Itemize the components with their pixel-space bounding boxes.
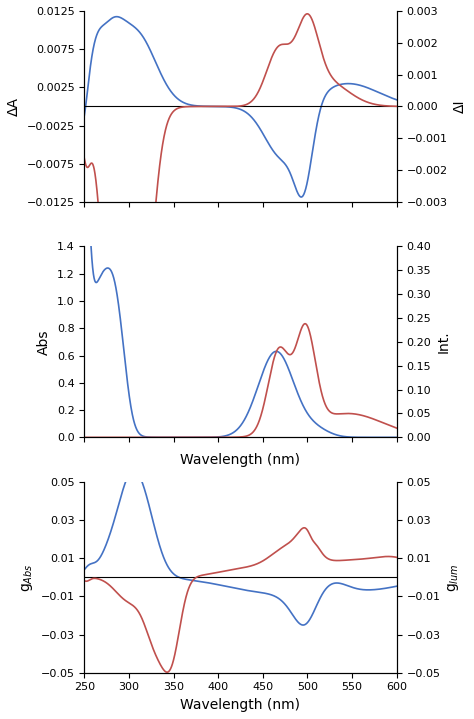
Y-axis label: Abs: Abs xyxy=(37,329,51,354)
Y-axis label: g$_{lum}$: g$_{lum}$ xyxy=(446,563,461,592)
Y-axis label: ΔI: ΔI xyxy=(453,100,467,113)
X-axis label: Wavelength (nm): Wavelength (nm) xyxy=(181,698,301,712)
Y-axis label: Int.: Int. xyxy=(437,331,451,353)
Y-axis label: ΔA: ΔA xyxy=(7,97,21,116)
X-axis label: Wavelength (nm): Wavelength (nm) xyxy=(181,453,301,467)
Y-axis label: g$_{Abs}$: g$_{Abs}$ xyxy=(20,563,35,592)
